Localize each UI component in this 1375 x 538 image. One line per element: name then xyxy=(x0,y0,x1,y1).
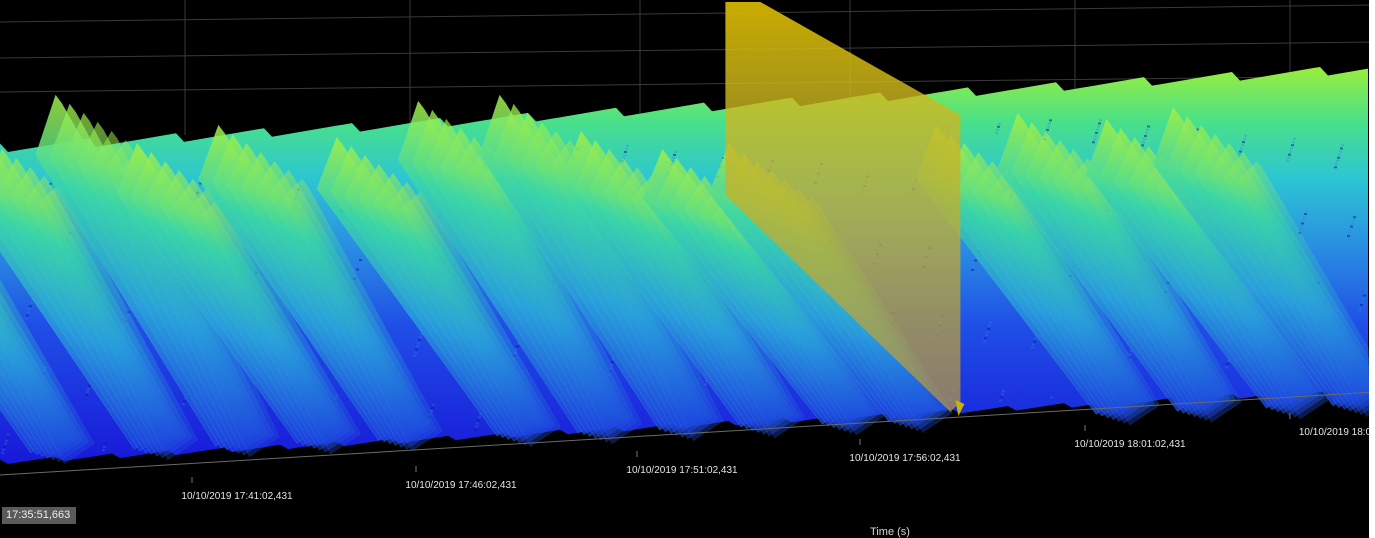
x-tick-label: 10/10/2019 18:01:02,431 xyxy=(1074,439,1186,450)
burst-ridge xyxy=(997,112,1242,423)
window-edge xyxy=(1369,0,1375,538)
burst-ridge xyxy=(116,142,361,455)
cursor-marker[interactable] xyxy=(955,400,965,416)
burst-ridge xyxy=(560,130,805,439)
x-tick-label: 10/10/2019 17:46:02,431 xyxy=(405,480,517,491)
burst-ridge xyxy=(198,124,443,452)
burst-ridge xyxy=(0,148,199,461)
cursor-time-readout: 17:35:51,663 xyxy=(2,507,77,524)
time-cursor-plane[interactable] xyxy=(725,2,965,416)
burst-ridge xyxy=(915,124,1161,426)
burst-ridge xyxy=(1086,118,1331,420)
grid-lines xyxy=(0,0,1375,135)
burst-ridge xyxy=(642,148,887,436)
burst-ridge xyxy=(1152,106,1375,417)
burst-ridge xyxy=(397,100,643,445)
x-axis-title: Time (s) xyxy=(870,526,910,538)
burst-ridge xyxy=(0,279,95,464)
burst-ridge xyxy=(316,136,561,448)
cursor-plane[interactable] xyxy=(725,2,961,412)
x-tick-label: 10/10/2019 17:56:02,431 xyxy=(849,453,961,464)
x-tick-label: 10/10/2019 18:0 xyxy=(1298,427,1372,438)
time-axis-line xyxy=(0,391,1375,483)
x-tick-label: 10/10/2019 17:51:02,431 xyxy=(626,465,738,476)
x-tick-label: 10/10/2019 17:41:02,431 xyxy=(181,491,293,502)
x-axis-line xyxy=(0,391,1375,476)
